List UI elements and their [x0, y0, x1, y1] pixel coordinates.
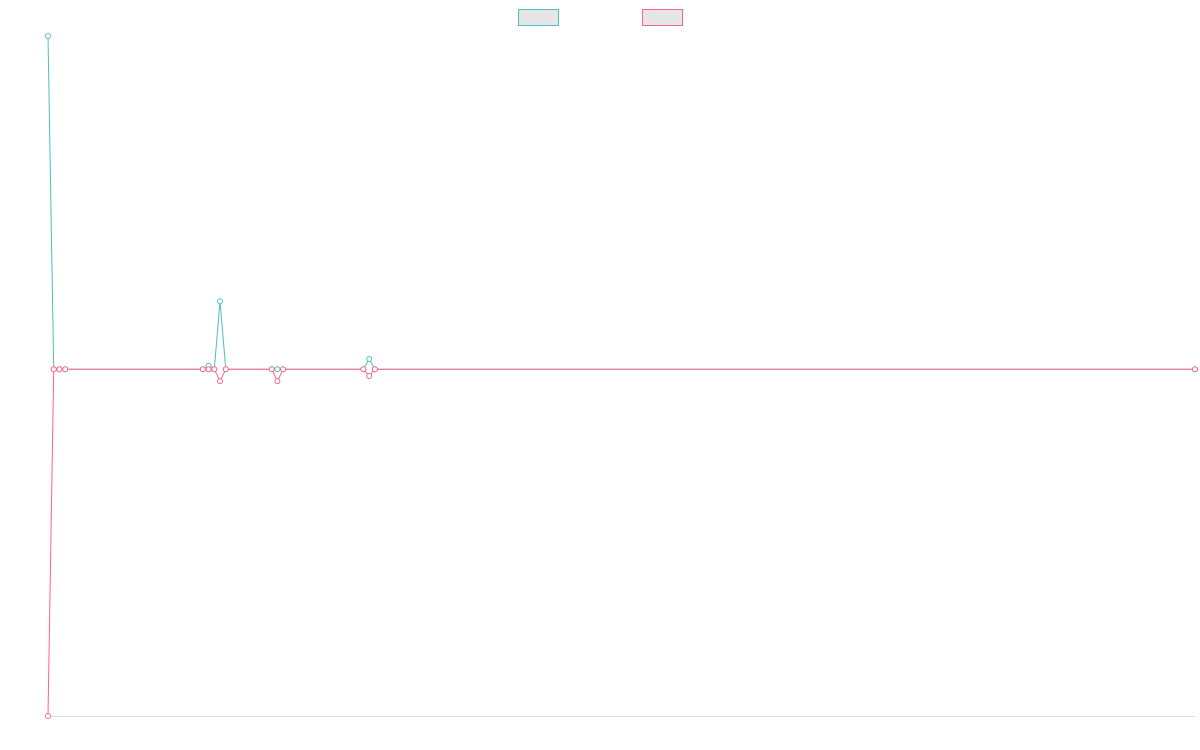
series-line — [47, 35, 1195, 371]
data-point — [274, 366, 281, 373]
data-point — [217, 298, 224, 305]
legend-swatch[interactable] — [642, 9, 683, 26]
data-point — [360, 366, 367, 373]
series-line — [47, 368, 1195, 717]
data-point — [50, 366, 57, 373]
data-point — [62, 366, 69, 373]
data-point — [217, 378, 224, 385]
data-point — [45, 33, 51, 39]
data-point — [366, 356, 373, 362]
legend-swatch[interactable] — [518, 9, 559, 26]
data-point — [280, 366, 287, 373]
data-point — [211, 366, 218, 373]
data-point — [199, 366, 206, 373]
data-point — [366, 373, 373, 379]
data-point — [56, 366, 63, 373]
data-point — [222, 366, 229, 373]
data-point — [45, 713, 51, 719]
data-point — [371, 366, 378, 373]
data-point — [274, 378, 281, 385]
data-point — [1192, 366, 1198, 373]
data-point — [205, 366, 212, 373]
data-point — [268, 366, 275, 373]
